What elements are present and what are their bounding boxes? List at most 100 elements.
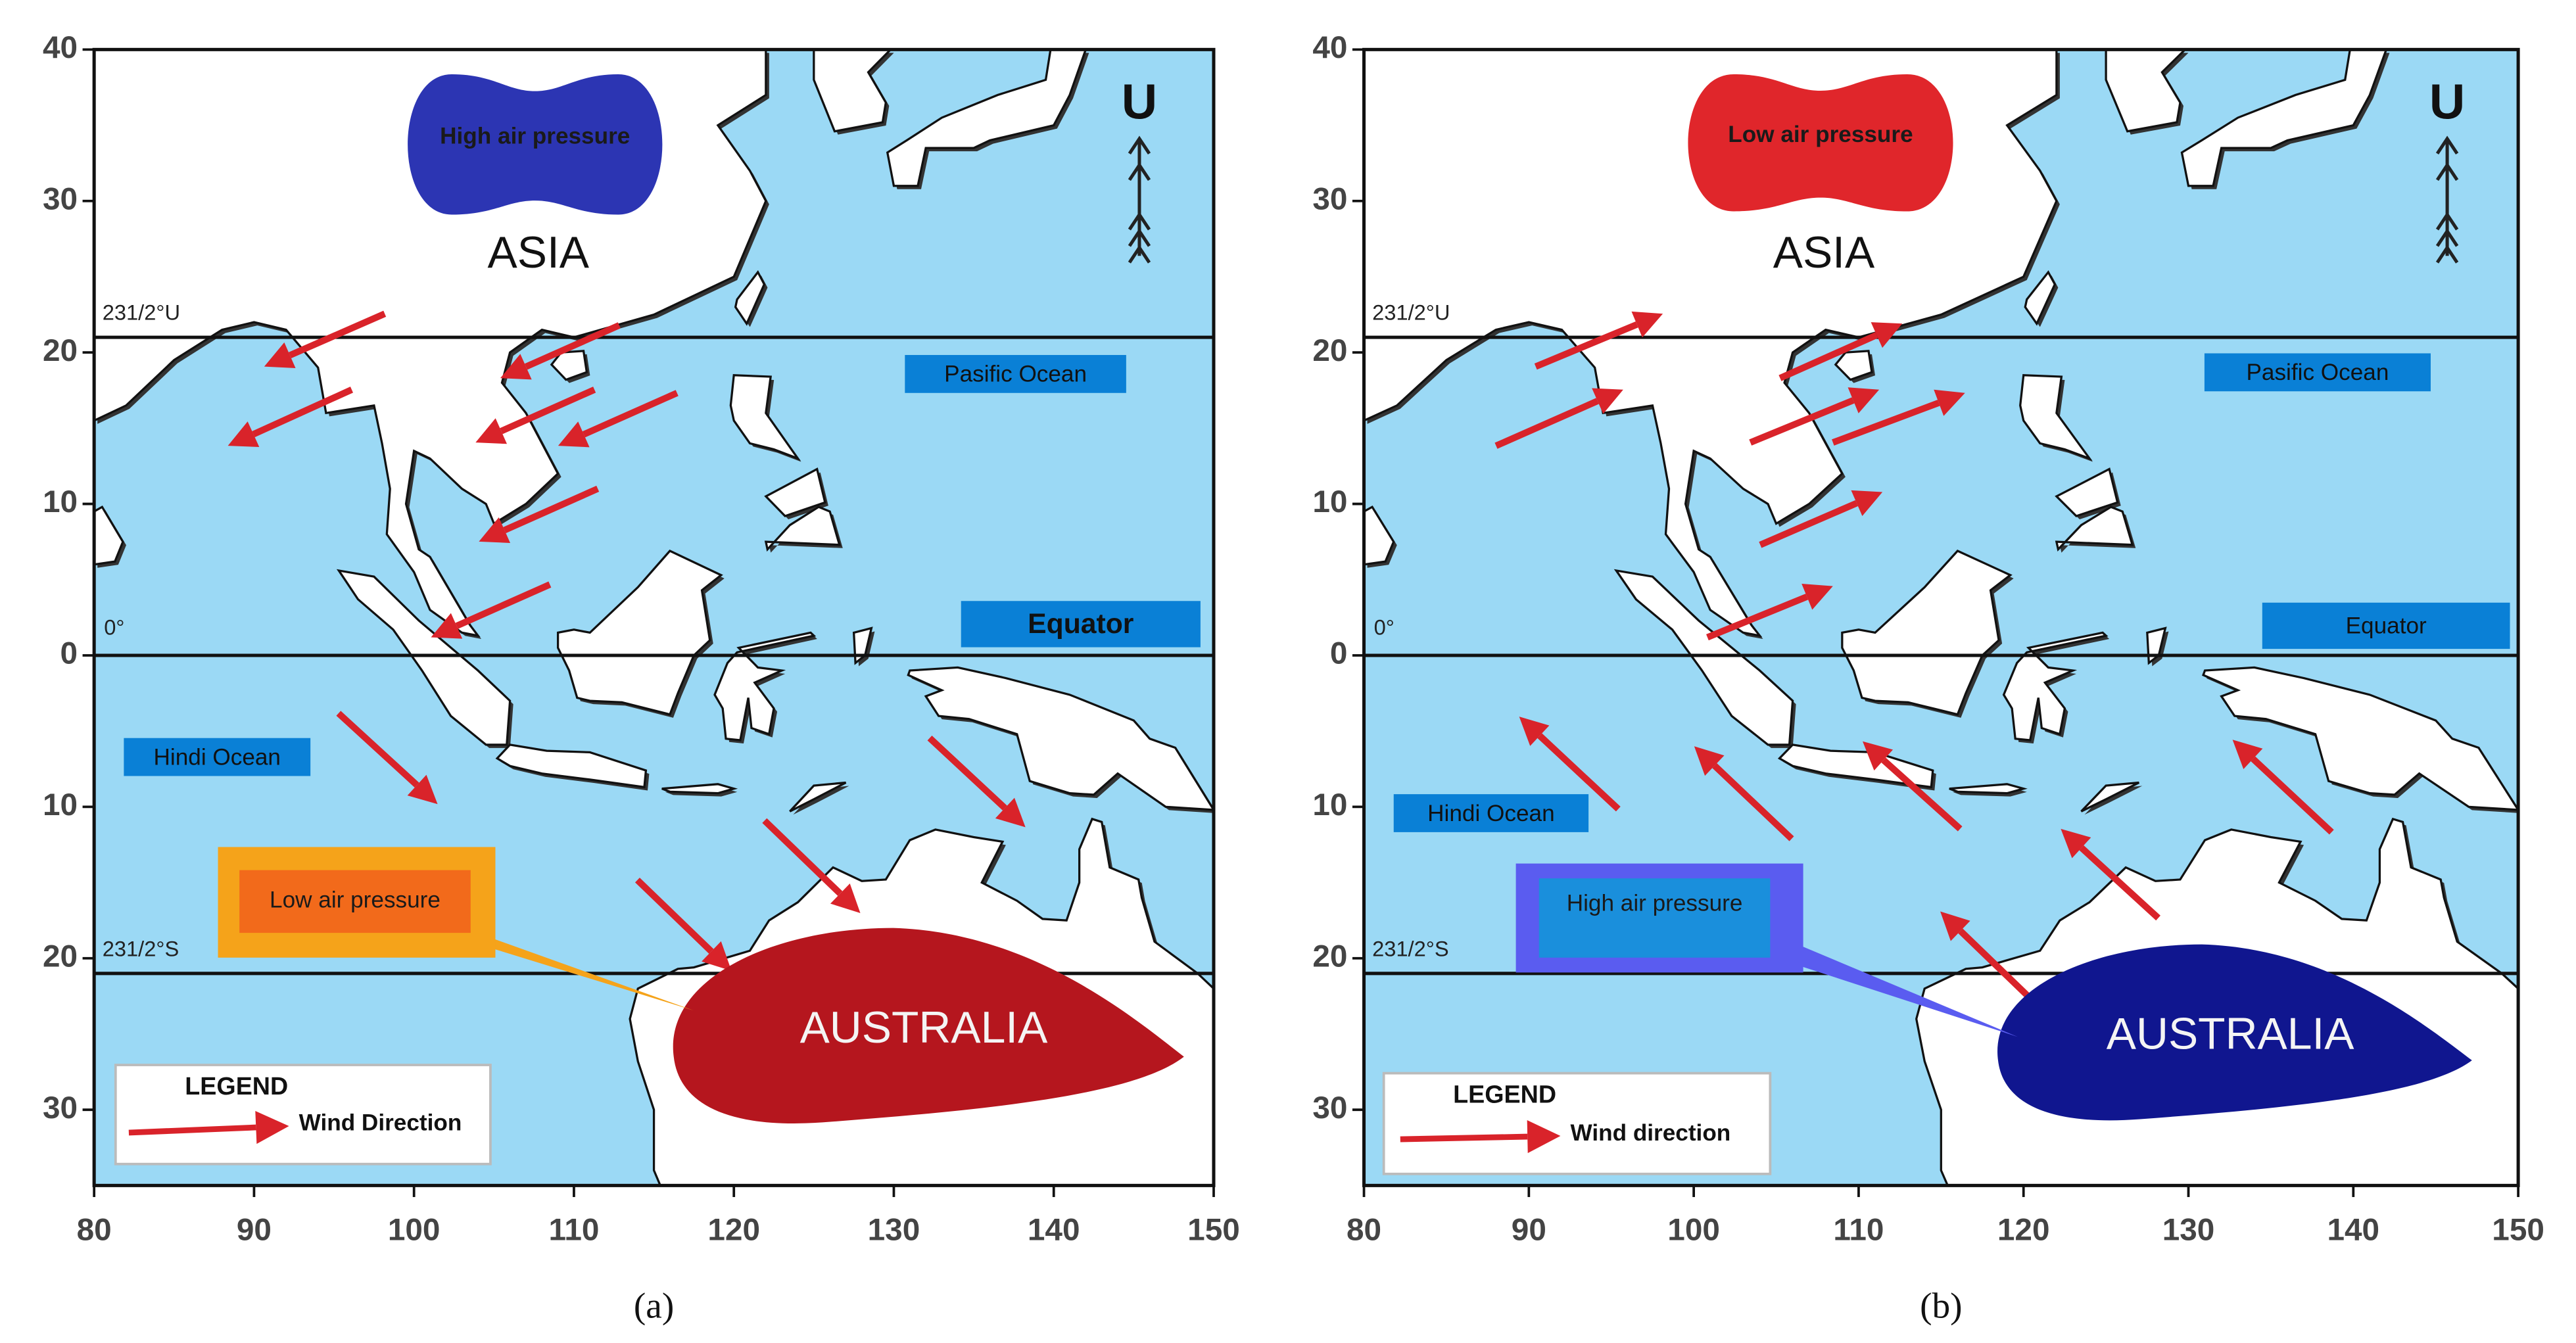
land [495, 743, 648, 789]
y-tick-label: 10 [43, 788, 78, 822]
land [2080, 781, 2140, 813]
wind-arrow-shaft [2251, 756, 2334, 835]
north-arrow-chevron [2435, 135, 2459, 154]
land [1777, 743, 1934, 789]
y-tick-label: 30 [1312, 181, 1347, 216]
land [1841, 550, 2013, 716]
panel-label: (a) [634, 1285, 674, 1325]
wind-arrow-head [1863, 741, 1894, 771]
wind-arrow-shaft [1832, 400, 1940, 446]
wind-arrow-head [1848, 387, 1880, 413]
x-tick-label: 120 [1997, 1212, 2050, 1247]
wind-arrow-head [1934, 389, 1965, 416]
wind-arrow-shaft [2079, 845, 2160, 921]
wind-arrow-shaft [1881, 757, 1963, 832]
pressure-blob [673, 928, 1184, 1123]
y-tick-label: 40 [1312, 30, 1347, 65]
wind-arrow-shaft [1759, 500, 1858, 548]
wind-arrow-shaft [1534, 321, 1638, 370]
y-tick-label: 20 [43, 939, 78, 974]
land [1364, 505, 1395, 566]
y-tick-label: 0 [1330, 636, 1348, 671]
y-tick-label: 10 [43, 484, 78, 519]
north-arrow-chevron [1128, 135, 1151, 154]
land [2180, 49, 2388, 187]
y-tick-label: 10 [1312, 788, 1347, 822]
pressure-blob [1997, 944, 2472, 1121]
land [2105, 49, 2187, 133]
continent-label: AUSTRALIA [800, 1003, 1049, 1052]
y-tick-label: 20 [1312, 939, 1347, 974]
wind-arrow-head [1801, 584, 1833, 610]
map-panel: 80 90 100 110 120 130 140 150403020100102030Low… [1312, 30, 2544, 1325]
wind-arrow-shaft [252, 387, 354, 438]
wind-arrow-shaft [455, 581, 552, 629]
land [907, 666, 1214, 811]
ocean-label: Hindi Ocean [154, 744, 281, 770]
land [886, 49, 1087, 187]
x-tick-label: 110 [1833, 1212, 1884, 1247]
pressure-blob [1688, 74, 1953, 212]
wind-arrow-head [255, 1110, 289, 1144]
land [813, 49, 892, 133]
x-tick-label: 150 [2492, 1212, 2544, 1247]
land [556, 549, 723, 716]
wind-arrow-shaft [1778, 332, 1878, 381]
wind-arrow-head [702, 941, 732, 971]
wind-arrow-shaft [500, 387, 596, 435]
equator-mark: 0° [1374, 615, 1395, 639]
ocean-label-box [961, 601, 1201, 648]
x-tick-label: 100 [1667, 1212, 1720, 1247]
x-tick-label: 130 [868, 1212, 920, 1247]
tropic-label: 231/2°U [1372, 300, 1450, 325]
land [2024, 270, 2057, 326]
wind-arrow-shaft [1537, 733, 1621, 812]
wind-arrow-shaft [128, 1124, 256, 1136]
wind-arrow-shaft [1400, 1133, 1528, 1143]
ocean-label: Pasific Ocean [2246, 360, 2389, 385]
y-tick-label: 20 [1312, 333, 1347, 368]
x-tick-label: 140 [2327, 1212, 2379, 1247]
land [1834, 350, 1873, 381]
callout-inner [1538, 878, 1771, 958]
land [789, 781, 847, 813]
x-tick-label: 110 [548, 1212, 599, 1247]
tropic-label: 231/2°U [103, 300, 180, 325]
land [764, 467, 826, 517]
y-tick-label: 30 [43, 181, 78, 216]
wind-arrow-head [1527, 1119, 1561, 1154]
north-arrow-chevron [2435, 228, 2459, 247]
x-tick-label: 120 [707, 1212, 760, 1247]
wind-arrow-head [2232, 740, 2263, 769]
wind-arrow-shaft [524, 322, 621, 370]
ocean-label: Equator [2346, 613, 2427, 639]
x-tick-label: 140 [1028, 1212, 1080, 1247]
wind-arrow-head [475, 418, 508, 444]
y-tick-label: 30 [1312, 1091, 1347, 1125]
wind-arrow-head [1940, 911, 1970, 941]
land-shadow [793, 786, 849, 815]
pressure-label: Low air pressure [270, 887, 441, 913]
map-frame [92, 47, 1216, 1187]
wind-arrow-head [558, 421, 590, 448]
north-label: U [1122, 74, 1157, 130]
wind-arrow-head [227, 421, 260, 447]
legend-item: Wind direction [1570, 1120, 1730, 1146]
land [94, 505, 124, 566]
land [2002, 631, 2109, 742]
wind-arrow-shaft [762, 818, 843, 896]
wind-arrow-shaft [582, 390, 679, 438]
continent-label: ASIA [1773, 228, 1875, 277]
pressure-label: High air pressure [1567, 891, 1743, 916]
wind-arrow-shaft [1712, 763, 1794, 841]
legend-box [1382, 1072, 1772, 1175]
wind-arrow-head [1592, 388, 1623, 414]
map-frame [1362, 47, 2520, 1187]
land [2055, 467, 2119, 517]
north-arrow-chevron [1128, 228, 1151, 247]
callout-pointer [454, 924, 694, 1011]
pressure-label: Low air pressure [1728, 122, 1913, 147]
wind-arrow-head [479, 517, 511, 543]
land [2202, 666, 2519, 811]
